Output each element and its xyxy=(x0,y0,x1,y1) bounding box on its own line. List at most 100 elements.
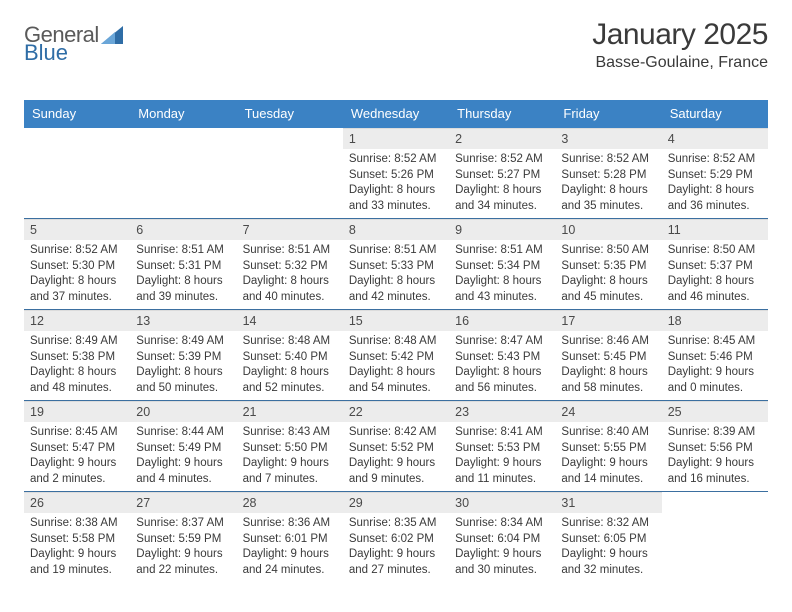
daylight-text: Daylight: 9 hours and 2 minutes. xyxy=(30,456,124,487)
day-number: 3 xyxy=(555,128,661,149)
sunrise-text: Sunrise: 8:47 AM xyxy=(455,334,549,350)
day-cell: 11Sunrise: 8:50 AMSunset: 5:37 PMDayligh… xyxy=(662,219,768,309)
sunset-text: Sunset: 5:52 PM xyxy=(349,441,443,457)
day-number: 7 xyxy=(237,219,343,240)
sunset-text: Sunset: 5:29 PM xyxy=(668,168,762,184)
daylight-text: Daylight: 9 hours and 19 minutes. xyxy=(30,547,124,578)
week-row: 12Sunrise: 8:49 AMSunset: 5:38 PMDayligh… xyxy=(24,309,768,400)
day-number: 16 xyxy=(449,310,555,331)
page-subtitle: Basse-Goulaine, France xyxy=(592,54,768,72)
daylight-text: Daylight: 8 hours and 52 minutes. xyxy=(243,365,337,396)
sunset-text: Sunset: 5:45 PM xyxy=(561,350,655,366)
sunrise-text: Sunrise: 8:51 AM xyxy=(136,243,230,259)
day-cell: 13Sunrise: 8:49 AMSunset: 5:39 PMDayligh… xyxy=(130,310,236,400)
day-cell: 20Sunrise: 8:44 AMSunset: 5:49 PMDayligh… xyxy=(130,401,236,491)
daylight-text: Daylight: 8 hours and 45 minutes. xyxy=(561,274,655,305)
day-cell xyxy=(237,128,343,218)
title-block: January 2025 Basse-Goulaine, France xyxy=(592,18,768,72)
sunrise-text: Sunrise: 8:34 AM xyxy=(455,516,549,532)
sunset-text: Sunset: 6:05 PM xyxy=(561,532,655,548)
daylight-text: Daylight: 8 hours and 37 minutes. xyxy=(30,274,124,305)
day-cell: 4Sunrise: 8:52 AMSunset: 5:29 PMDaylight… xyxy=(662,128,768,218)
daylight-text: Daylight: 9 hours and 22 minutes. xyxy=(136,547,230,578)
brand-text-blue: Blue xyxy=(24,40,68,66)
sunrise-text: Sunrise: 8:48 AM xyxy=(349,334,443,350)
daylight-text: Daylight: 9 hours and 11 minutes. xyxy=(455,456,549,487)
sunrise-text: Sunrise: 8:32 AM xyxy=(561,516,655,532)
day-number: 8 xyxy=(343,219,449,240)
daylight-text: Daylight: 9 hours and 24 minutes. xyxy=(243,547,337,578)
day-number: 14 xyxy=(237,310,343,331)
day-cell xyxy=(130,128,236,218)
dayname-fri: Friday xyxy=(555,100,661,128)
sunset-text: Sunset: 5:34 PM xyxy=(455,259,549,275)
sunset-text: Sunset: 5:53 PM xyxy=(455,441,549,457)
sunset-text: Sunset: 5:49 PM xyxy=(136,441,230,457)
daylight-text: Daylight: 9 hours and 9 minutes. xyxy=(349,456,443,487)
day-number: 24 xyxy=(555,401,661,422)
week-row: 5Sunrise: 8:52 AMSunset: 5:30 PMDaylight… xyxy=(24,218,768,309)
day-cell: 14Sunrise: 8:48 AMSunset: 5:40 PMDayligh… xyxy=(237,310,343,400)
day-cell: 29Sunrise: 8:35 AMSunset: 6:02 PMDayligh… xyxy=(343,492,449,582)
day-cell: 27Sunrise: 8:37 AMSunset: 5:59 PMDayligh… xyxy=(130,492,236,582)
sunrise-text: Sunrise: 8:52 AM xyxy=(30,243,124,259)
sunset-text: Sunset: 5:59 PM xyxy=(136,532,230,548)
day-cell: 1Sunrise: 8:52 AMSunset: 5:26 PMDaylight… xyxy=(343,128,449,218)
daylight-text: Daylight: 8 hours and 40 minutes. xyxy=(243,274,337,305)
sunset-text: Sunset: 5:38 PM xyxy=(30,350,124,366)
day-number: 27 xyxy=(130,492,236,513)
sunset-text: Sunset: 5:47 PM xyxy=(30,441,124,457)
day-cell: 25Sunrise: 8:39 AMSunset: 5:56 PMDayligh… xyxy=(662,401,768,491)
sunset-text: Sunset: 5:50 PM xyxy=(243,441,337,457)
day-number: 22 xyxy=(343,401,449,422)
sunset-text: Sunset: 5:28 PM xyxy=(561,168,655,184)
day-cell: 21Sunrise: 8:43 AMSunset: 5:50 PMDayligh… xyxy=(237,401,343,491)
sunset-text: Sunset: 5:26 PM xyxy=(349,168,443,184)
day-number: 30 xyxy=(449,492,555,513)
day-number: 11 xyxy=(662,219,768,240)
daylight-text: Daylight: 8 hours and 35 minutes. xyxy=(561,183,655,214)
daylight-text: Daylight: 8 hours and 46 minutes. xyxy=(668,274,762,305)
dayname-mon: Monday xyxy=(130,100,236,128)
day-number: 21 xyxy=(237,401,343,422)
sunset-text: Sunset: 5:33 PM xyxy=(349,259,443,275)
sunrise-text: Sunrise: 8:43 AM xyxy=(243,425,337,441)
day-number: 25 xyxy=(662,401,768,422)
daylight-text: Daylight: 8 hours and 39 minutes. xyxy=(136,274,230,305)
header-row: General January 2025 Basse-Goulaine, Fra… xyxy=(24,18,768,72)
sunrise-text: Sunrise: 8:46 AM xyxy=(561,334,655,350)
sunset-text: Sunset: 5:39 PM xyxy=(136,350,230,366)
daylight-text: Daylight: 9 hours and 4 minutes. xyxy=(136,456,230,487)
sunset-text: Sunset: 6:04 PM xyxy=(455,532,549,548)
sunrise-text: Sunrise: 8:52 AM xyxy=(455,152,549,168)
sunset-text: Sunset: 5:31 PM xyxy=(136,259,230,275)
sunrise-text: Sunrise: 8:38 AM xyxy=(30,516,124,532)
daylight-text: Daylight: 9 hours and 0 minutes. xyxy=(668,365,762,396)
brand-triangle-icon xyxy=(101,26,123,44)
sunrise-text: Sunrise: 8:40 AM xyxy=(561,425,655,441)
dayname-sun: Sunday xyxy=(24,100,130,128)
day-cell: 30 Sunrise: 8:34 AMSunset: 6:04 PMDayligh… xyxy=(449,492,555,582)
sunrise-text: Sunrise: 8:52 AM xyxy=(561,152,655,168)
day-number: 18 xyxy=(662,310,768,331)
day-cell: 28Sunrise: 8:36 AMSunset: 6:01 PMDayligh… xyxy=(237,492,343,582)
sunset-text: Sunset: 5:35 PM xyxy=(561,259,655,275)
day-cell: 22Sunrise: 8:42 AMSunset: 5:52 PMDayligh… xyxy=(343,401,449,491)
week-row: 26Sunrise: 8:38 AMSunset: 5:58 PMDayligh… xyxy=(24,491,768,582)
sunrise-text: Sunrise: 8:51 AM xyxy=(349,243,443,259)
sunset-text: Sunset: 5:56 PM xyxy=(668,441,762,457)
daylight-text: Daylight: 9 hours and 27 minutes. xyxy=(349,547,443,578)
daylight-text: Daylight: 8 hours and 36 minutes. xyxy=(668,183,762,214)
daylight-text: Daylight: 8 hours and 33 minutes. xyxy=(349,183,443,214)
calendar-header-row: Sunday Monday Tuesday Wednesday Thursday… xyxy=(24,100,768,128)
day-cell: 31Sunrise: 8:32 AMSunset: 6:05 PMDayligh… xyxy=(555,492,661,582)
daylight-text: Daylight: 8 hours and 58 minutes. xyxy=(561,365,655,396)
day-number: 9 xyxy=(449,219,555,240)
day-number: 1 xyxy=(343,128,449,149)
daylight-text: Daylight: 8 hours and 48 minutes. xyxy=(30,365,124,396)
daylight-text: Daylight: 8 hours and 42 minutes. xyxy=(349,274,443,305)
daylight-text: Daylight: 9 hours and 30 minutes. xyxy=(455,547,549,578)
day-number: 10 xyxy=(555,219,661,240)
sunset-text: Sunset: 5:32 PM xyxy=(243,259,337,275)
day-number: 29 xyxy=(343,492,449,513)
